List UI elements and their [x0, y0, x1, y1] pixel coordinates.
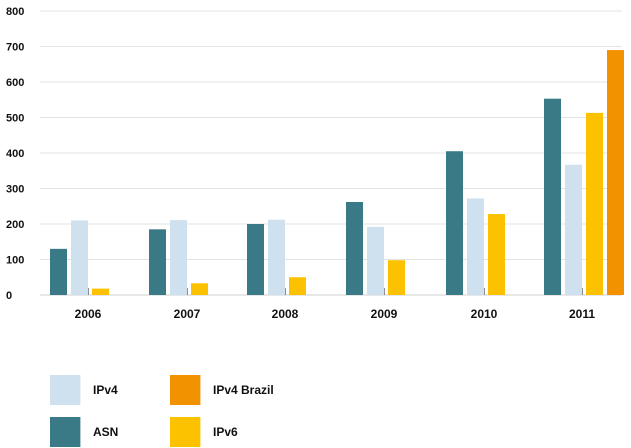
grid-lines	[40, 10, 622, 260]
x-tick-label-2009: 2009	[371, 307, 398, 321]
bar-ipv4-2009	[367, 226, 384, 295]
x-tick-label-2006: 2006	[75, 307, 102, 321]
legend-item-ipv4: IPv4	[50, 375, 118, 405]
x-tick-label-2011: 2011	[569, 307, 595, 321]
legend-label-ipv6: IPv6	[213, 425, 238, 439]
x-tick-label-2010: 2010	[471, 307, 498, 321]
legend-swatch-ipv6	[170, 417, 201, 447]
x-tick-label-2008: 2008	[272, 307, 299, 321]
bar-asn-2008	[247, 224, 264, 295]
bar-ipv4-2007	[170, 220, 187, 295]
y-tick-label-400: 400	[6, 148, 24, 160]
legend-item-ipv6: IPv6	[170, 417, 238, 447]
legend-item-asn: ASN	[50, 417, 118, 447]
legend-label-asn: ASN	[93, 425, 119, 439]
x-axis: 2006 2007 2008 2009 2010 2011	[75, 307, 596, 321]
bar-ipv6-2009	[388, 260, 405, 295]
legend-item-ipv4-brazil: IPv4 Brazil	[170, 375, 274, 405]
y-axis: 0 100 200 300 400 500 600 700 800	[6, 6, 622, 302]
bar-asn-2009	[346, 201, 363, 295]
legend-swatch-asn	[50, 417, 81, 447]
legend-label-ipv4-brazil: IPv4 Brazil	[213, 383, 274, 397]
bar-asn-2006	[50, 248, 67, 295]
y-tick-label-800: 800	[6, 6, 24, 18]
legend-swatch-ipv4-brazil	[170, 375, 201, 405]
y-tick-label-200: 200	[6, 219, 24, 231]
legend-label-ipv4: IPv4	[93, 383, 118, 397]
bars	[50, 50, 624, 295]
bar-ipv4-2010	[467, 198, 484, 295]
bar-ipv4-2011	[565, 164, 582, 295]
legend: IPv4 IPv4 Brazil ASN IPv6	[50, 375, 380, 447]
y-tick-label-100: 100	[6, 255, 24, 267]
legend-swatch-ipv4	[50, 375, 81, 405]
bar-asn-2007	[149, 229, 166, 295]
bar-asn-2010	[446, 151, 463, 295]
y-tick-label-0: 0	[6, 290, 12, 302]
bar-ipv6-2011	[586, 112, 603, 295]
y-tick-label-700: 700	[6, 42, 24, 54]
y-tick-label-300: 300	[6, 184, 24, 196]
bar-ipv4-brazil-2011	[607, 50, 624, 295]
bar-ipv4-2008	[268, 219, 285, 295]
bar-ipv4-2006	[71, 220, 88, 295]
bar-ipv6-2007	[191, 283, 208, 295]
x-tick-label-2007: 2007	[174, 307, 201, 321]
bar-ipv6-2008	[289, 277, 306, 295]
y-tick-label-500: 500	[6, 113, 24, 125]
bar-ipv6-2010	[488, 214, 505, 295]
bar-ipv6-2006	[92, 288, 109, 295]
bar-asn-2011	[544, 98, 561, 295]
y-tick-label-600: 600	[6, 77, 24, 89]
